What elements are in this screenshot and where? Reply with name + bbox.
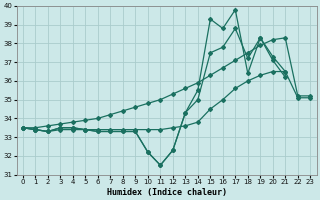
- X-axis label: Humidex (Indice chaleur): Humidex (Indice chaleur): [107, 188, 227, 197]
